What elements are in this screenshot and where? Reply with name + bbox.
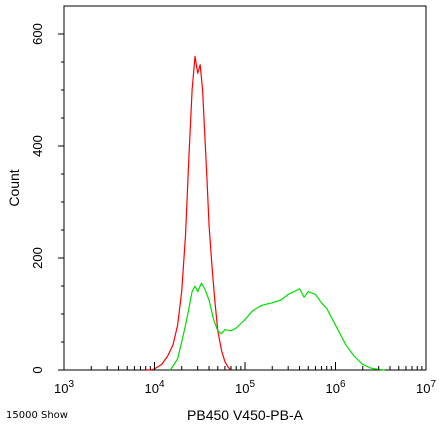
y-tick-label: 0 (30, 366, 45, 373)
x-tick-label: 104 (144, 379, 164, 396)
y-tick-label: 600 (30, 23, 45, 45)
plot-frame (63, 5, 427, 371)
y-axis-title: Count (6, 169, 22, 206)
x-tick-label: 106 (325, 379, 345, 396)
series-line-1 (145, 55, 232, 371)
y-tick-label: 200 (30, 247, 45, 269)
x-axis-title: PB450 V450-PB-A (187, 407, 304, 423)
series-line-2 (169, 282, 385, 371)
x-tick-label: 107 (416, 379, 436, 396)
series-layer (145, 55, 385, 371)
x-tick-label: 105 (235, 379, 255, 396)
x-tick-label: 103 (54, 379, 74, 396)
y-tick-label: 400 (30, 135, 45, 157)
x-axis: 103 104 105 106 107 (54, 362, 436, 396)
y-axis: 0 200 400 600 (30, 23, 64, 374)
footer-note: 15000 Show (6, 410, 68, 421)
